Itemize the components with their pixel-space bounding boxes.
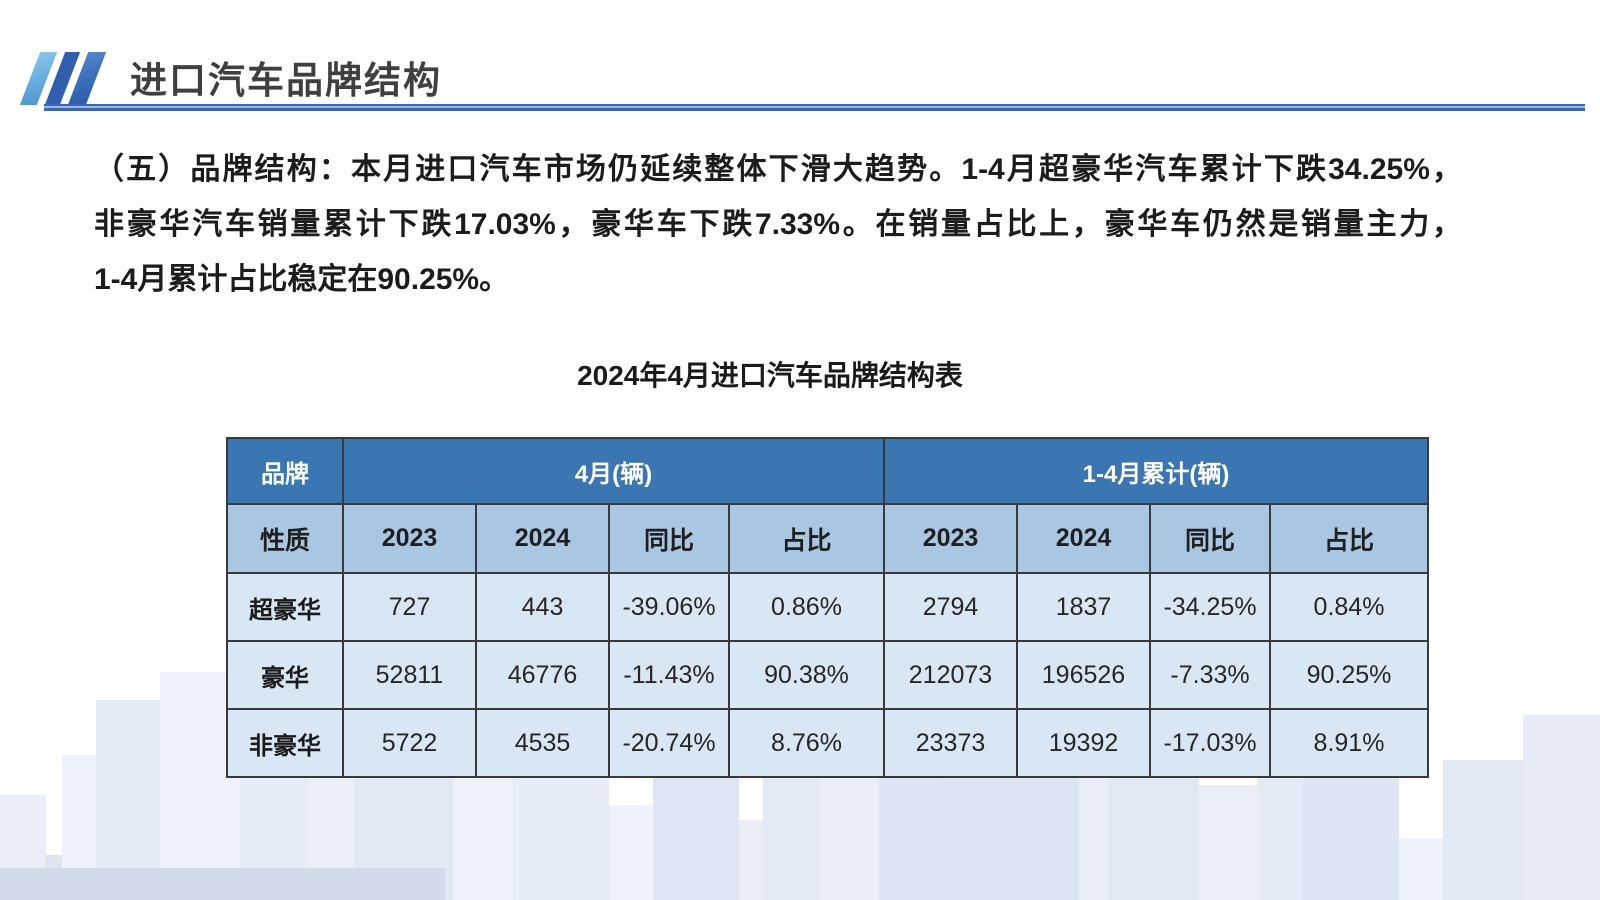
table-cell: 46776 [475,640,610,710]
skyline-building [96,700,160,900]
paragraph-line: 非豪华汽车销量累计下跌17.03%，豪华车下跌7.33%。在销量占比上，豪华车仍… [94,208,1462,241]
table-cell: -7.33% [1149,640,1271,710]
paragraph-line: （五）品牌结构：本月进口汽车市场仍延续整体下滑大趋势。1-4月超豪华汽车累计下跌… [94,153,1462,186]
table-cell: 8.76% [728,708,885,778]
table-cell: 4535 [475,708,610,778]
column-header: 占比 [728,503,885,574]
column-header: 同比 [1149,503,1271,574]
table-cell: 23373 [883,708,1018,778]
skyline-building [739,820,763,900]
corner-header-brand: 品牌 [226,437,344,505]
row-header: 超豪华 [226,572,344,642]
table-cell: 90.25% [1269,640,1429,710]
table-cell: 443 [475,572,610,642]
table-cell: 1837 [1016,572,1151,642]
column-header: 2024 [475,503,610,574]
table-cell: 0.86% [728,572,885,642]
column-header: 占比 [1269,503,1429,574]
table-row: 豪华 52811 46776 -11.43% 90.38% 212073 196… [226,640,1429,710]
table-cell: 196526 [1016,640,1151,710]
table-cell: 0.84% [1269,572,1429,642]
skyline-building [1523,715,1600,900]
table-title: 2024年4月进口汽车品牌结构表 [577,360,963,391]
row-header: 豪华 [226,640,344,710]
column-header: 2023 [883,503,1018,574]
corner-header-type: 性质 [226,503,344,574]
table-row: 非豪华 5722 4535 -20.74% 8.76% 23373 19392 … [226,708,1429,778]
brand-structure-table: 品牌 4月(辆) 1-4月累计(辆) 性质 2023 2024 同比 占比 20… [226,437,1429,778]
skyline-building [1399,838,1443,900]
table-cell: 212073 [883,640,1018,710]
table-cell: 727 [342,572,477,642]
skyline-band-overlay [0,868,445,900]
skyline-building [609,805,653,900]
group-header-april: 4月(辆) [342,437,885,505]
skyline-building [0,795,46,900]
table-cell: 90.38% [728,640,885,710]
column-header: 2023 [342,503,477,574]
table-cell: -39.06% [608,572,730,642]
column-header: 同比 [608,503,730,574]
table-row: 超豪华 727 443 -39.06% 0.86% 2794 1837 -34.… [226,572,1429,642]
table-cell: 2794 [883,572,1018,642]
skyline-building [1199,785,1257,900]
group-header-cumulative: 1-4月累计(辆) [883,437,1429,505]
table-cell: 52811 [342,640,477,710]
skyline-building [1443,760,1523,900]
table-cell: -20.74% [608,708,730,778]
title-underline [44,104,1585,111]
skyline-building [240,760,308,900]
slide-logo-stripes [19,52,107,105]
table-cell: 5722 [342,708,477,778]
table-cell: 8.91% [1269,708,1429,778]
skyline-band [0,855,1600,900]
table-cell: -11.43% [608,640,730,710]
page-title: 进口汽车品牌结构 [130,60,442,101]
table-cell: -17.03% [1149,708,1271,778]
column-header: 2024 [1016,503,1151,574]
table-cell: -34.25% [1149,572,1271,642]
paragraph-line: 1-4月累计占比稳定在90.25%。 [94,263,510,296]
row-header: 非豪华 [226,708,344,778]
skyline-building [62,755,96,900]
table-cell: 19392 [1016,708,1151,778]
summary-paragraph: （五）品牌结构：本月进口汽车市场仍延续整体下滑大趋势。1-4月超豪华汽车累计下跌… [94,142,1462,307]
